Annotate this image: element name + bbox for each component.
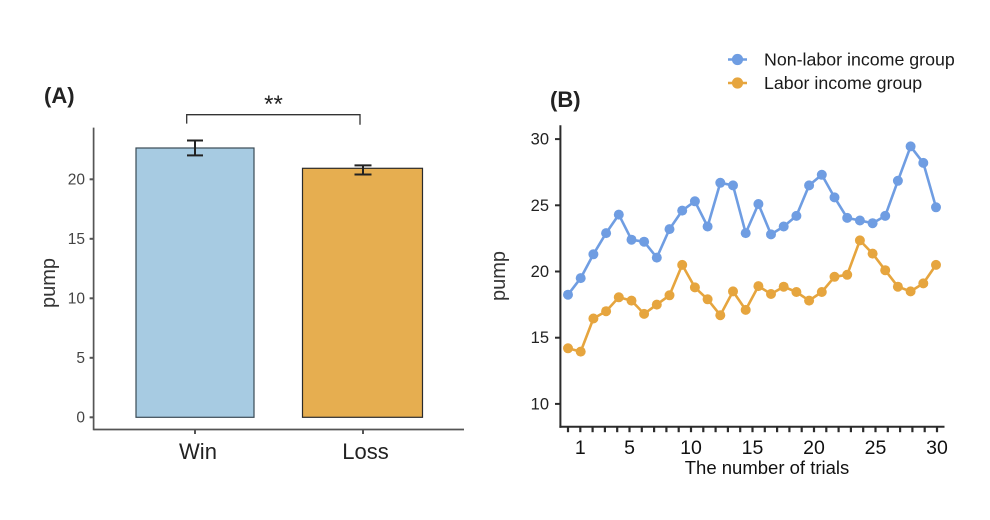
- svg-text:5: 5: [624, 437, 635, 459]
- svg-text:10: 10: [531, 395, 549, 413]
- svg-text:20: 20: [531, 263, 549, 281]
- svg-text:15: 15: [68, 231, 85, 248]
- svg-text:1: 1: [575, 437, 586, 459]
- svg-text:10: 10: [68, 291, 86, 308]
- svg-text:Labor income group: Labor income group: [764, 73, 922, 93]
- svg-text:(B): (B): [550, 87, 581, 112]
- svg-text:20: 20: [803, 437, 825, 459]
- svg-text:pump: pump: [38, 258, 60, 308]
- svg-text:30: 30: [531, 131, 549, 149]
- svg-text:(A): (A): [44, 83, 75, 108]
- svg-text:pump: pump: [488, 251, 510, 301]
- svg-text:25: 25: [531, 197, 549, 215]
- svg-text:10: 10: [680, 437, 702, 459]
- svg-text:Non-labor income group: Non-labor income group: [764, 50, 955, 70]
- svg-text:Loss: Loss: [342, 439, 388, 464]
- svg-text:15: 15: [742, 437, 764, 459]
- svg-text:**: **: [264, 91, 283, 118]
- svg-text:The number of trials: The number of trials: [685, 457, 850, 478]
- svg-text:5: 5: [76, 350, 85, 367]
- svg-text:30: 30: [926, 437, 948, 459]
- svg-text:20: 20: [68, 172, 86, 189]
- svg-text:15: 15: [531, 329, 549, 347]
- svg-text:Win: Win: [179, 439, 217, 464]
- svg-text:0: 0: [76, 410, 85, 427]
- svg-text:25: 25: [865, 437, 887, 459]
